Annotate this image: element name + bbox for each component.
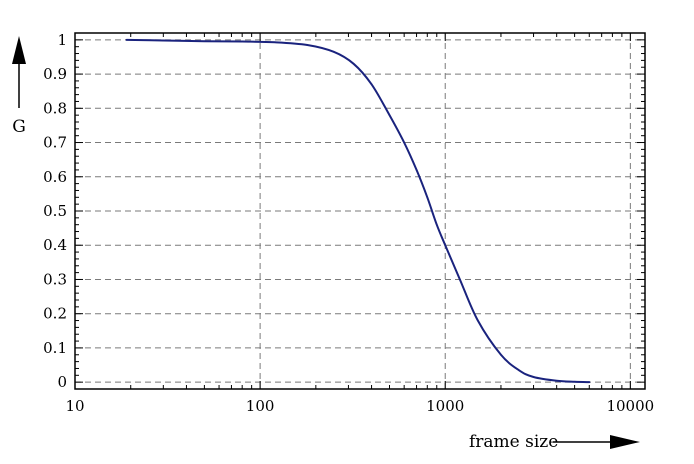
data-point bbox=[370, 83, 373, 86]
series-layer bbox=[125, 38, 591, 384]
data-point bbox=[444, 244, 447, 247]
data-point bbox=[426, 196, 429, 199]
data-point bbox=[241, 40, 243, 43]
y-tick-label: 0.5 bbox=[43, 202, 67, 220]
data-point bbox=[273, 41, 276, 44]
data-point bbox=[403, 141, 405, 144]
axis-ticks bbox=[74, 33, 645, 389]
y-axis-arrow-icon bbox=[12, 36, 26, 64]
data-point bbox=[588, 381, 591, 383]
x-axis-label: frame size bbox=[469, 432, 558, 452]
y-tick-label: 0.1 bbox=[43, 339, 67, 357]
y-tick-label: 0.7 bbox=[43, 134, 67, 152]
data-point bbox=[500, 353, 502, 356]
data-point bbox=[415, 169, 418, 171]
grid-lines bbox=[75, 33, 645, 389]
data-point bbox=[477, 319, 479, 322]
x-axis-arrow-icon bbox=[610, 435, 640, 449]
data-point bbox=[388, 114, 391, 116]
y-axis-label-group: G bbox=[12, 36, 26, 137]
y-tick-label: 0.9 bbox=[43, 65, 67, 83]
y-tick-label: 0.4 bbox=[43, 236, 67, 254]
y-tick-label: 1 bbox=[57, 31, 67, 49]
x-tick-label: 10000 bbox=[606, 397, 654, 415]
y-tick-label: 0.3 bbox=[43, 270, 67, 288]
data-point bbox=[203, 40, 206, 43]
tick-labels: 0 0.1 0.2 0.3 0.4 0.5 0.6 0.7 0.8 0.9 1 10 100 1000 10… bbox=[43, 31, 654, 415]
data-point bbox=[518, 369, 520, 371]
y-tick-label: 0.8 bbox=[43, 99, 67, 117]
y-tick-label: 0.2 bbox=[43, 305, 67, 323]
y-tick-label: 0.6 bbox=[43, 168, 67, 186]
x-tick-label: 10 bbox=[65, 397, 84, 415]
data-point bbox=[352, 63, 355, 65]
data-point bbox=[555, 379, 558, 382]
y-axis-label: G bbox=[12, 117, 26, 137]
x-tick-label: 100 bbox=[246, 397, 275, 415]
data-point bbox=[573, 381, 576, 383]
data-point bbox=[532, 376, 535, 378]
data-point bbox=[162, 39, 165, 42]
x-axis-label-group: frame size bbox=[469, 432, 640, 452]
data-point bbox=[459, 278, 461, 281]
data-point bbox=[306, 44, 309, 46]
data-point bbox=[435, 223, 438, 226]
x-tick-label: 1000 bbox=[426, 397, 464, 415]
data-point bbox=[332, 51, 335, 53]
y-tick-label: 0 bbox=[57, 373, 67, 391]
data-point bbox=[125, 39, 128, 41]
